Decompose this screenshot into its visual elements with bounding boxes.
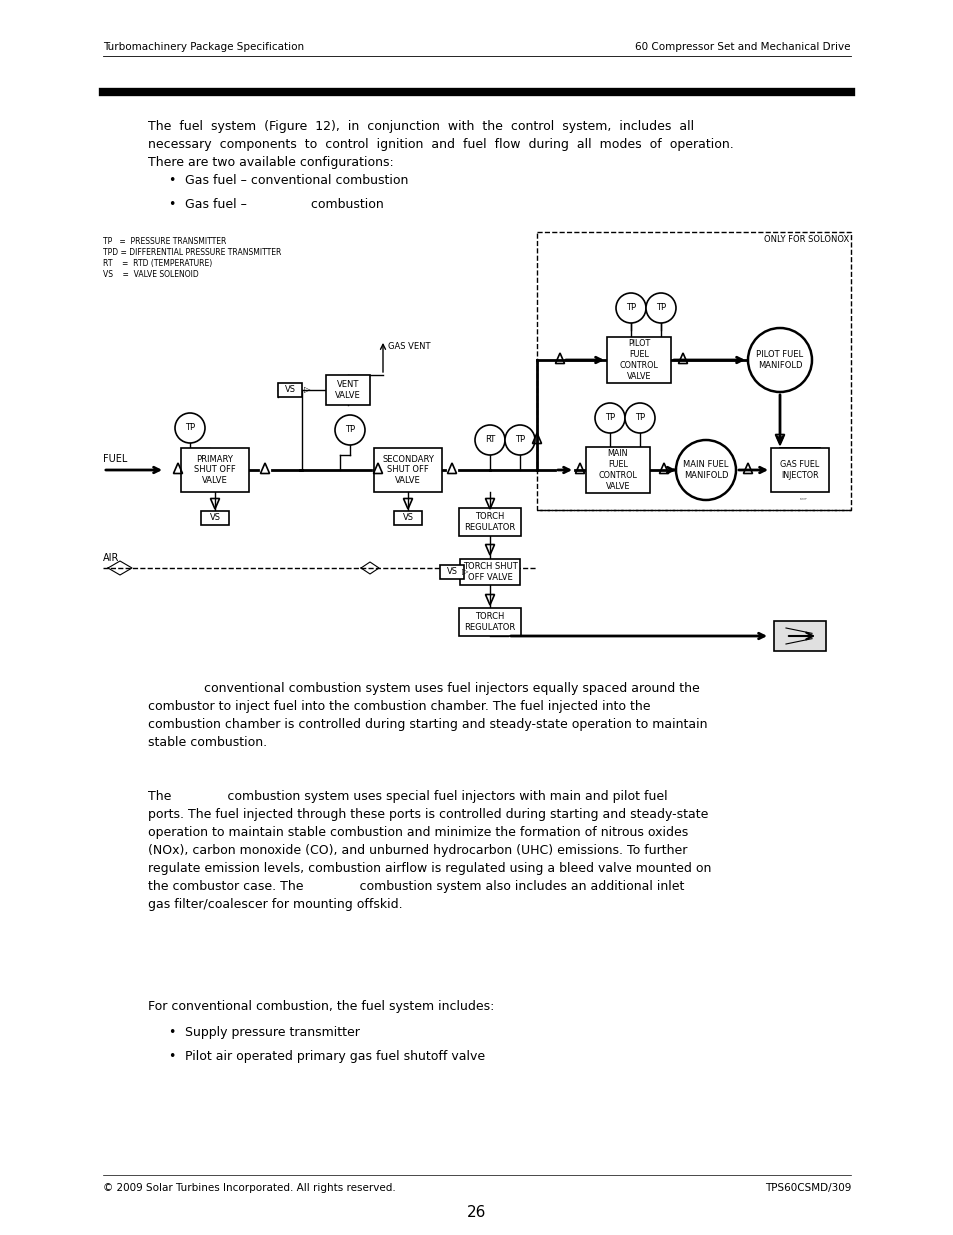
Circle shape [645,293,676,324]
Bar [585,447,649,493]
Text: There are two available configurations:: There are two available configurations: [148,156,394,169]
Circle shape [335,415,365,445]
Circle shape [624,403,655,433]
Text: (NOx), carbon monoxide (CO), and unburned hydrocarbon (UHC) emissions. To furthe: (NOx), carbon monoxide (CO), and unburne… [148,844,687,857]
Text: PILOT
FUEL
CONTROL
VALVE: PILOT FUEL CONTROL VALVE [618,340,658,380]
Text: TORCH
REGULATOR: TORCH REGULATOR [464,613,515,632]
Text: SECONDARY
SHUT OFF
VALVE: SECONDARY SHUT OFF VALVE [381,454,434,485]
Bar [394,511,421,525]
Text: VS: VS [446,568,457,577]
Text: VS: VS [210,514,220,522]
Text: ▷: ▷ [304,385,310,394]
Text: gas filter/coalescer for mounting offskid.: gas filter/coalescer for mounting offski… [148,898,402,911]
Text: GAS FUEL
INJECTOR: GAS FUEL INJECTOR [780,461,819,480]
Bar [458,608,520,636]
Text: necessary  components  to  control  ignition  and  fuel  flow  during  all  mode: necessary components to control ignition… [148,138,733,151]
Text: TORCH: TORCH [795,625,823,634]
Text: TP: TP [515,436,524,445]
Text: 26: 26 [467,1205,486,1220]
Text: stable combustion.: stable combustion. [148,736,267,748]
Text: TP: TP [656,304,665,312]
Text: operation to maintain stable combustion and minimize the formation of nitrous ox: operation to maintain stable combustion … [148,826,687,839]
Circle shape [676,440,735,500]
Text: TORCH
REGULATOR: TORCH REGULATOR [464,513,515,532]
Text: FUEL: FUEL [103,454,128,464]
Text: The  fuel  system  (Figure  12),  in  conjunction  with  the  control  system,  : The fuel system (Figure 12), in conjunct… [148,120,694,133]
Circle shape [475,425,504,454]
Bar [459,559,519,585]
Text: Turbomachinery Package Specification: Turbomachinery Package Specification [103,42,304,52]
Text: conventional combustion system uses fuel injectors equally spaced around the: conventional combustion system uses fuel… [148,682,699,695]
Text: © 2009 Solar Turbines Incorporated. All rights reserved.: © 2009 Solar Turbines Incorporated. All … [103,1183,395,1193]
Text: Pilot air operated primary gas fuel shutoff valve: Pilot air operated primary gas fuel shut… [185,1050,485,1063]
Text: TP   =  PRESSURE TRANSMITTER: TP = PRESSURE TRANSMITTER [103,237,226,246]
Bar [606,337,670,383]
Text: GAS FUEL
INJECTOR: GAS FUEL INJECTOR [800,498,806,500]
Text: TP: TP [625,304,636,312]
Bar [326,375,370,405]
Text: ▷: ▷ [461,568,468,577]
Text: combustion chamber is controlled during starting and steady-state operation to m: combustion chamber is controlled during … [148,718,707,731]
Text: •: • [168,1050,175,1063]
Text: ONLY FOR SOLONOX: ONLY FOR SOLONOX [763,235,848,245]
Text: •: • [168,1026,175,1039]
Text: •: • [168,174,175,186]
Text: combustor to inject fuel into the combustion chamber. The fuel injected into the: combustor to inject fuel into the combus… [148,700,650,713]
Text: GAS VENT: GAS VENT [388,342,430,351]
Text: Gas fuel – conventional combustion: Gas fuel – conventional combustion [185,174,408,186]
Text: MAIN FUEL
MANIFOLD: MAIN FUEL MANIFOLD [682,459,728,480]
Text: For conventional combustion, the fuel system includes:: For conventional combustion, the fuel sy… [148,1000,494,1013]
Circle shape [747,329,811,391]
Circle shape [504,425,535,454]
Bar [439,564,463,579]
Circle shape [616,293,645,324]
Bar [773,621,825,651]
Text: TP: TP [185,424,194,432]
Text: RT    =  RTD (TEMPERATURE): RT = RTD (TEMPERATURE) [103,259,212,268]
Text: AIR: AIR [103,553,119,563]
Text: 60 Compressor Set and Mechanical Drive: 60 Compressor Set and Mechanical Drive [635,42,850,52]
Text: MAIN
FUEL
CONTROL
VALVE: MAIN FUEL CONTROL VALVE [598,450,637,490]
Text: TP: TP [635,414,644,422]
Text: TPS60CSMD/309: TPS60CSMD/309 [763,1183,850,1193]
Text: RT: RT [484,436,495,445]
Text: PILOT FUEL
MANIFOLD: PILOT FUEL MANIFOLD [756,350,802,370]
Text: Gas fuel –                combustion: Gas fuel – combustion [185,198,383,211]
Bar [770,448,828,492]
Text: TPD = DIFFERENTIAL PRESSURE TRANSMITTER: TPD = DIFFERENTIAL PRESSURE TRANSMITTER [103,248,281,257]
Text: Supply pressure transmitter: Supply pressure transmitter [185,1026,359,1039]
Bar [277,383,302,396]
Circle shape [174,412,205,443]
Bar [181,448,249,492]
Text: TORCH SHUT
OFF VALVE: TORCH SHUT OFF VALVE [462,562,517,582]
Bar [201,511,229,525]
Text: TP: TP [345,426,355,435]
Circle shape [595,403,624,433]
Text: the combustor case. The              combustion system also includes an addition: the combustor case. The combustion syste… [148,881,683,893]
Bar [458,508,520,536]
Bar [374,448,441,492]
Text: ports. The fuel injected through these ports is controlled during starting and s: ports. The fuel injected through these p… [148,808,708,821]
Text: regulate emission levels, combustion airflow is regulated using a bleed valve mo: regulate emission levels, combustion air… [148,862,711,876]
Text: •: • [168,198,175,211]
Text: VS: VS [284,385,295,394]
Text: VS    =  VALVE SOLENOID: VS = VALVE SOLENOID [103,270,198,279]
Text: TP: TP [604,414,615,422]
Text: The              combustion system uses special fuel injectors with main and pil: The combustion system uses special fuel … [148,790,667,803]
Text: VENT
VALVE: VENT VALVE [335,380,360,400]
Text: PRIMARY
SHUT OFF
VALVE: PRIMARY SHUT OFF VALVE [193,454,235,485]
Text: VS: VS [402,514,413,522]
